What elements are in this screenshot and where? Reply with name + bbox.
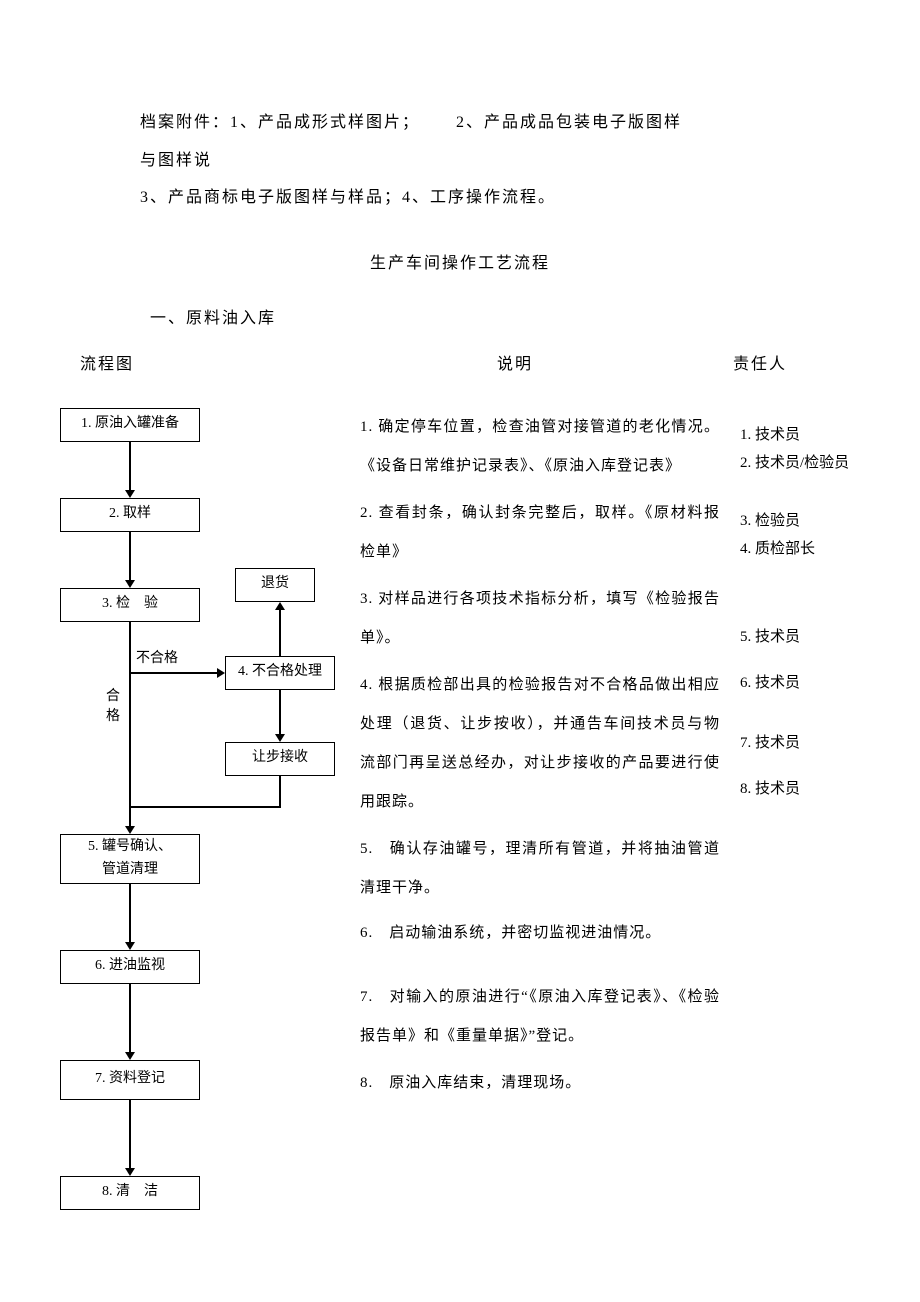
- responsible-column: 1. 技术员 2. 技术员/检验员 3. 检验员 4. 质检部长 5. 技术员 …: [740, 423, 870, 805]
- flow-arrow: [125, 826, 135, 834]
- flow-box-6: 6. 进油监视: [60, 950, 200, 984]
- flow-box-3: 3. 检 验: [60, 588, 200, 622]
- header-line-3: 3、产品商标电子版图样与样品；4、工序操作流程。: [140, 185, 840, 211]
- col-header-responsible: 责任人: [690, 352, 830, 378]
- desc-item-2: 2. 查看封条，确认封条完整后，取样。《原材料报检单》: [360, 494, 720, 572]
- flow-line: [129, 532, 131, 582]
- page-title: 生产车间操作工艺流程: [80, 251, 840, 277]
- resp-item-8: 8. 技术员: [740, 777, 870, 801]
- desc-item-4: 4. 根据质检部出具的检验报告对不合格品做出相应处理（退货、让步按收），并通告车…: [360, 666, 720, 822]
- resp-item-3: 3. 检验员: [740, 509, 870, 533]
- flow-box-accept: 让步接收: [225, 742, 335, 776]
- resp-item-1: 1. 技术员: [740, 423, 870, 447]
- col-header-flowchart: 流程图: [80, 352, 340, 378]
- col-header-description: 说明: [340, 352, 690, 378]
- desc-item-7: 7. 对输入的原油进行“《原油入库登记表》、《检验报告单》和《重量单据》”登记。: [360, 978, 720, 1056]
- flow-arrow: [125, 1052, 135, 1060]
- flow-line: [129, 674, 131, 828]
- flow-box-4: 4. 不合格处理: [225, 656, 335, 690]
- flow-arrow: [125, 1168, 135, 1176]
- flow-line: [279, 690, 281, 736]
- flow-label-pass-2: 格: [106, 706, 120, 728]
- flow-box-return: 退货: [235, 568, 315, 602]
- flow-box-5-line2: 管道清理: [102, 859, 158, 881]
- flow-line: [129, 984, 131, 1054]
- flow-line: [129, 884, 131, 944]
- resp-item-6: 6. 技术员: [740, 671, 870, 695]
- content-area: 1. 原油入罐准备 2. 取样 3. 检 验 退货 不合格 4. 不合格处理 让…: [80, 408, 840, 1288]
- desc-item-1: 1. 确定停车位置，检查油管对接管道的老化情况。《设备日常维护记录表》、《原油入…: [360, 408, 720, 486]
- flowchart: 1. 原油入罐准备 2. 取样 3. 检 验 退货 不合格 4. 不合格处理 让…: [60, 408, 340, 1278]
- flow-box-1: 1. 原油入罐准备: [60, 408, 200, 442]
- flow-line: [279, 776, 281, 806]
- flow-label-fail: 不合格: [136, 648, 178, 670]
- desc-item-5: 5. 确认存油罐号，理清所有管道，并将抽油管道清理干净。: [360, 830, 720, 908]
- flow-arrow: [275, 734, 285, 742]
- desc-item-6: 6. 启动输油系统，并密切监视进油情况。: [360, 916, 720, 951]
- flow-arrow: [125, 942, 135, 950]
- flow-line: [129, 622, 131, 672]
- flow-line: [129, 806, 281, 808]
- desc-item-8: 8. 原油入库结束，清理现场。: [360, 1064, 720, 1103]
- flow-box-8: 8. 清 洁: [60, 1176, 200, 1210]
- resp-item-7: 7. 技术员: [740, 731, 870, 755]
- section-heading: 一、原料油入库: [150, 306, 840, 332]
- flow-box-2: 2. 取样: [60, 498, 200, 532]
- flow-line: [129, 442, 131, 492]
- flow-box-5-line1: 5. 罐号确认、: [88, 836, 172, 858]
- header-line-1: 档案附件：1、产品成形式样图片； 2、产品成品包装电子版图样: [140, 110, 840, 136]
- flow-arrow: [125, 490, 135, 498]
- header-line-2: 与图样说: [140, 148, 840, 174]
- flow-arrow: [125, 580, 135, 588]
- desc-item-3: 3. 对样品进行各项技术指标分析，填写《检验报告单》。: [360, 580, 720, 658]
- resp-item-5: 5. 技术员: [740, 625, 870, 649]
- flow-line: [129, 1100, 131, 1170]
- resp-item-4: 4. 质检部长: [740, 537, 870, 561]
- description-column: 1. 确定停车位置，检查油管对接管道的老化情况。《设备日常维护记录表》、《原油入…: [360, 408, 720, 1112]
- flow-arrow: [217, 668, 225, 678]
- flow-line: [129, 672, 219, 674]
- flow-arrow: [275, 602, 285, 610]
- flow-box-7: 7. 资料登记: [60, 1060, 200, 1100]
- flow-line: [279, 610, 281, 656]
- resp-item-2: 2. 技术员/检验员: [740, 451, 870, 475]
- flow-box-5: 5. 罐号确认、 管道清理: [60, 834, 200, 884]
- column-headers: 流程图 说明 责任人: [80, 352, 840, 378]
